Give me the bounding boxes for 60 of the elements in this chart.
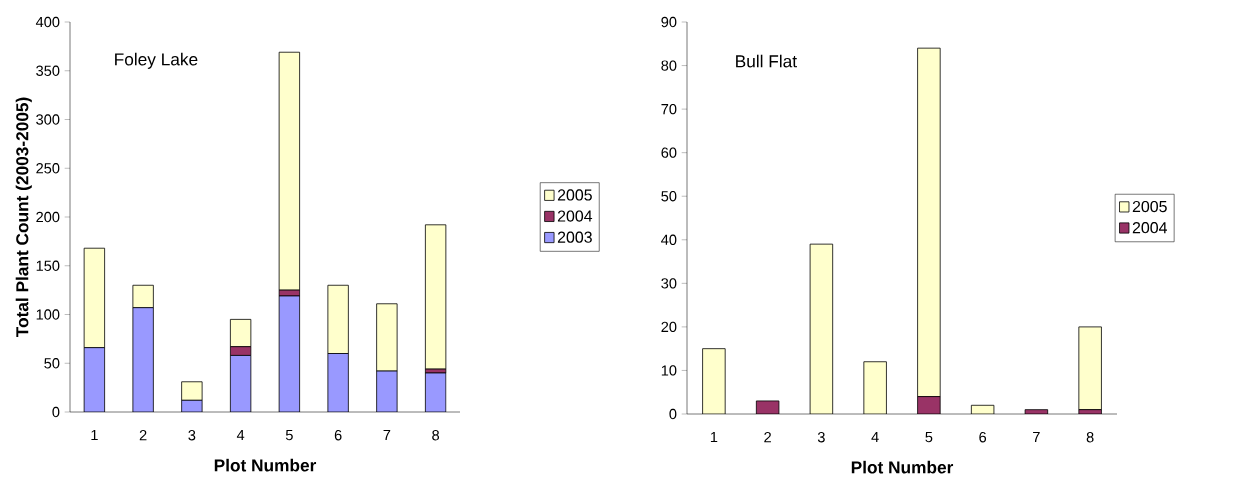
bar (376, 303, 398, 372)
y-tick-label: 100 (36, 309, 60, 320)
y-tick-label: 0 (669, 408, 677, 420)
x-axis-title: Plot Number (214, 458, 317, 472)
bar (917, 396, 941, 414)
text: Foley Lake (115, 52, 198, 69)
y-tick-label: 300 (36, 114, 60, 125)
legend-label: 2003 (557, 231, 592, 243)
bar (278, 295, 301, 412)
bar (1078, 326, 1102, 411)
bar (229, 355, 252, 412)
x-tick-label: 6 (979, 432, 987, 443)
bar (702, 348, 726, 414)
bar (132, 307, 154, 412)
x-tick-label: 5 (925, 432, 933, 443)
bar (809, 243, 834, 414)
y-tick-label: 50 (661, 191, 677, 202)
y-tick-label: 10 (661, 365, 677, 376)
bar (327, 353, 349, 412)
x-tick-label: 4 (871, 432, 879, 443)
y-tick-label: 20 (661, 321, 677, 333)
bar (917, 47, 941, 397)
y-tick-label: 250 (36, 163, 60, 174)
x-tick-label: 1 (710, 432, 718, 443)
x-tick-label: 7 (1033, 432, 1040, 443)
y-tick-label: 30 (661, 278, 677, 289)
y-tick-label: 200 (36, 211, 60, 223)
legend-label: 2005 (557, 189, 592, 201)
y-axis-title: Total Plant Count (2003-2005) (15, 97, 32, 338)
y-tick-label: 60 (661, 147, 677, 158)
x-tick-label: 8 (1086, 432, 1094, 443)
x-tick-label: 3 (817, 432, 825, 443)
x-tick-label: 4 (236, 430, 245, 441)
bar (278, 51, 301, 291)
x-tick-label: 7 (383, 430, 391, 441)
y-tick-label: 90 (661, 16, 677, 28)
x-tick-label: 6 (334, 430, 342, 441)
y-tick-label: 80 (661, 60, 677, 71)
legend-label: 2005 (1132, 200, 1167, 213)
bar (181, 381, 203, 401)
y-tick-label: 0 (52, 406, 60, 418)
y-tick-label: 150 (36, 260, 60, 271)
bar (83, 347, 106, 412)
x-tick-label: 1 (91, 430, 98, 441)
x-tick-label: 8 (432, 430, 440, 441)
x-tick-label: 3 (188, 430, 196, 441)
y-tick-label: 70 (661, 103, 677, 115)
legend-label: 2004 (557, 210, 593, 222)
legend-label: 2004 (1132, 222, 1168, 234)
bar (424, 224, 447, 370)
y-tick-label: 350 (36, 65, 60, 76)
x-tick-label: 2 (139, 430, 147, 441)
x-tick-label: 5 (285, 430, 293, 441)
y-tick-label: 50 (44, 358, 60, 369)
x-axis-title: Plot Number (851, 460, 954, 474)
x-tick-label: 2 (764, 432, 771, 443)
y-tick-label: 400 (35, 16, 60, 28)
bar (863, 361, 887, 414)
text: Bull Flat (736, 54, 797, 68)
y-tick-label: 40 (661, 234, 677, 245)
